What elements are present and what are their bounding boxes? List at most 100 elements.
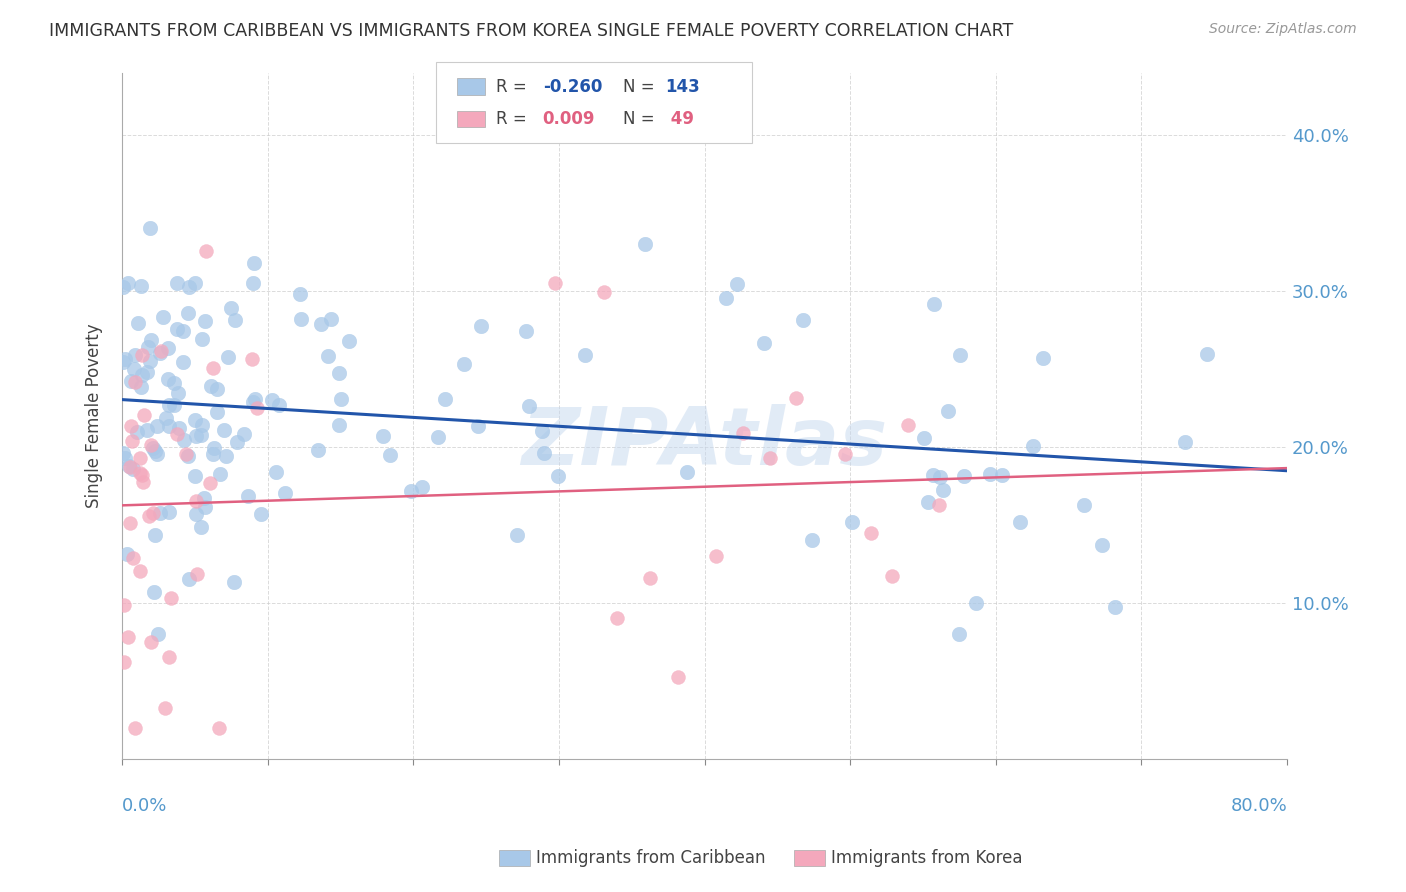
Point [714,291,737,305]
Point [453,358,475,372]
Point [163,398,186,412]
Point [121,550,143,565]
Point [533,446,555,460]
Point [399,483,422,498]
Point [215,449,238,463]
Point [111,280,134,294]
Point [167,421,190,435]
Point [544,276,567,290]
Text: R =: R = [496,110,533,128]
Point [129,380,152,394]
Point [157,398,180,412]
Point [190,520,212,534]
Point [246,401,269,415]
Text: 49: 49 [665,110,695,128]
Point [186,429,208,443]
Point [157,505,180,519]
Point [704,549,727,564]
Point [288,287,311,301]
Point [157,650,180,665]
Point [378,448,401,462]
Point [233,427,256,442]
Point [1008,515,1031,529]
Point [184,413,207,427]
Point [184,507,207,521]
Point [209,467,232,481]
Point [200,378,222,392]
Point [337,334,360,348]
Point [330,392,353,406]
Point [316,350,339,364]
Point [194,314,217,328]
Point [470,318,492,333]
Point [131,348,153,362]
Point [124,721,146,735]
Point [666,670,689,684]
Point [157,341,180,355]
Point [224,575,246,590]
Point [172,324,194,338]
Text: R =: R = [496,78,533,95]
Point [172,355,194,369]
Point [149,506,172,520]
Point [142,585,165,599]
Point [114,352,136,367]
Point [149,346,172,360]
Point [922,468,945,483]
Point [242,256,264,270]
Point [245,392,267,406]
Point [167,385,190,400]
Point [547,468,569,483]
Point [183,276,205,290]
Point [120,374,142,388]
Text: ZIPAtlas: ZIPAtlas [522,404,887,483]
Point [155,700,177,714]
Point [290,312,312,326]
Point [676,465,699,479]
Point [179,573,201,587]
Point [426,430,449,444]
Point [515,324,537,338]
Point [122,361,145,376]
Point [633,237,655,252]
Point [226,435,249,450]
Point [132,475,155,490]
Point [136,340,159,354]
Point [139,635,162,649]
Point [135,365,157,379]
Point [124,375,146,389]
Point [190,427,212,442]
Point [880,569,903,583]
Point [1104,599,1126,614]
Point [531,424,554,438]
Point [205,382,228,396]
Point [200,476,222,491]
Point [143,528,166,542]
Point [373,429,395,443]
Point [307,442,329,457]
Point [120,516,142,531]
Point [183,469,205,483]
Point [129,565,152,579]
Point [127,316,149,330]
Point [112,446,135,460]
Point [191,332,214,346]
Point [150,343,173,358]
Point [897,418,920,433]
Point [205,405,228,419]
Point [184,494,207,508]
Point [111,355,134,369]
Point [142,441,165,455]
Point [115,547,138,561]
Point [124,347,146,361]
Point [166,426,188,441]
Point [433,392,456,407]
Text: -0.260: -0.260 [543,78,602,95]
Point [274,486,297,500]
Point [112,655,135,669]
Point [219,301,242,316]
Point [131,468,153,483]
Point [965,597,987,611]
Text: N =: N = [623,78,659,95]
Point [139,334,162,348]
